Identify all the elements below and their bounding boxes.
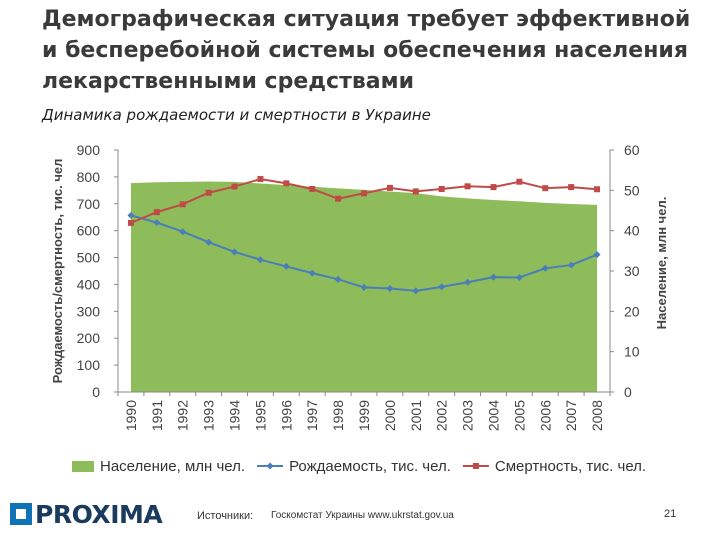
birth-rate-point	[308, 269, 316, 277]
y-left-tick-label: 500	[77, 250, 101, 266]
y-left-tick-label: 400	[77, 276, 101, 292]
death-rate-point	[412, 188, 419, 195]
y-axis-left-title: Рождаемость/смертность, тис. чел	[50, 159, 65, 384]
y-right-tick-label: 40	[624, 223, 640, 239]
source-label: Источники:	[197, 510, 254, 522]
death-rate-point	[594, 186, 601, 193]
y-right-tick-label: 0	[624, 384, 632, 400]
x-tick-label: 1994	[227, 400, 243, 431]
death-rate-point	[361, 190, 367, 197]
x-tick-label: 2001	[408, 400, 424, 431]
y-right-tick-label: 30	[624, 263, 640, 279]
y-right-tick-label: 50	[624, 182, 640, 198]
birth-rate-point	[127, 211, 135, 219]
logo-mark-icon	[10, 503, 32, 525]
birth-rate-point	[464, 278, 472, 286]
birth-rate-point	[334, 275, 342, 283]
proxima-logo: PROXIMA	[10, 500, 163, 530]
slide-title: Демографическая ситуация требует эффекти…	[42, 7, 691, 94]
chart-subtitle: Динамика рождаемости и смертности в Укра…	[42, 106, 431, 124]
logo-text: PROXIMA	[35, 500, 163, 529]
legend-label: Смертность, тис. чел.	[495, 458, 646, 475]
x-tick-label: 1997	[304, 400, 320, 431]
birth-rate-point	[205, 238, 213, 246]
y-left-tick-label: 700	[77, 196, 101, 212]
birth-rate-point	[438, 283, 446, 291]
death-rate-point	[309, 185, 316, 192]
death-rate-point	[516, 178, 523, 185]
x-tick-label: 1993	[201, 400, 217, 431]
x-tick-label: 2005	[511, 400, 527, 431]
death-rate-point	[179, 201, 186, 208]
birth-rate-point	[256, 256, 264, 264]
birth-rate-point	[282, 262, 290, 270]
source-text: Госкомстат Украины www.ukrstat.gov.ua	[271, 510, 454, 521]
death-rate-point	[386, 184, 393, 191]
y-left-tick-label: 100	[77, 357, 101, 373]
death-rate-point	[464, 183, 471, 190]
death-rate-point	[257, 176, 264, 183]
birth-rate-point	[360, 283, 368, 291]
x-tick-label: 2004	[485, 400, 501, 431]
birth-rate-point	[593, 251, 601, 259]
x-tick-label: 1999	[356, 400, 372, 431]
birth-rate-point	[179, 228, 187, 236]
y-left-tick-label: 0	[92, 384, 100, 400]
page-number: 21	[664, 508, 677, 520]
birth-rate-point	[515, 273, 523, 281]
legend-marker-birth	[266, 462, 274, 470]
x-tick-label: 1995	[252, 400, 268, 431]
x-tick-label: 1996	[278, 400, 294, 431]
birth-rate-point	[231, 248, 239, 256]
y-right-tick-label: 10	[624, 344, 640, 360]
legend-label: Рождаемость, тис. чел.	[289, 458, 451, 475]
y-left-tick-label: 200	[77, 330, 101, 346]
legend-swatch-population	[72, 461, 94, 472]
birth-rate-point	[541, 264, 549, 272]
y-left-tick-label: 600	[77, 223, 101, 239]
birth-rate-point	[153, 219, 161, 227]
x-tick-label: 1992	[175, 400, 191, 431]
death-rate-point	[438, 185, 445, 192]
death-rate-point	[283, 180, 290, 187]
death-rate-point	[568, 184, 575, 191]
x-tick-label: 1991	[149, 400, 165, 431]
death-rate-point	[127, 219, 134, 226]
death-rate-point	[542, 185, 549, 192]
death-rate-point	[205, 189, 212, 196]
legend-label: Население, млн чел.	[100, 458, 245, 475]
death-rate-point	[153, 209, 160, 216]
death-rate-point	[335, 195, 342, 202]
birth-rate-point	[489, 273, 497, 281]
birth-rate-point	[386, 284, 394, 292]
y-right-tick-label: 60	[624, 142, 640, 158]
x-tick-label: 2007	[563, 400, 579, 431]
y-right-tick-label: 20	[624, 303, 640, 319]
y-left-tick-label: 900	[77, 142, 101, 158]
x-tick-label: 2000	[382, 400, 398, 431]
y-left-tick-label: 300	[77, 303, 101, 319]
x-tick-label: 2008	[589, 400, 605, 431]
x-tick-label: 2003	[460, 400, 476, 431]
birth-rate-point	[567, 261, 575, 269]
death-rate-point	[231, 183, 238, 190]
death-rate-point	[490, 184, 497, 191]
x-tick-label: 2006	[537, 400, 553, 431]
x-tick-label: 1990	[123, 400, 139, 431]
birth-rate-point	[412, 287, 420, 295]
legend-marker-death	[472, 463, 479, 469]
y-axis-right-title: Население, млн чел.	[654, 197, 669, 330]
chart: 0 100 200 300 400 500 600 700 800 900 0 10 20 30 40 50 6…	[50, 142, 669, 475]
y-left-tick-label: 800	[77, 169, 101, 185]
x-tick-label: 2002	[434, 400, 450, 431]
x-tick-label: 1998	[330, 400, 346, 431]
